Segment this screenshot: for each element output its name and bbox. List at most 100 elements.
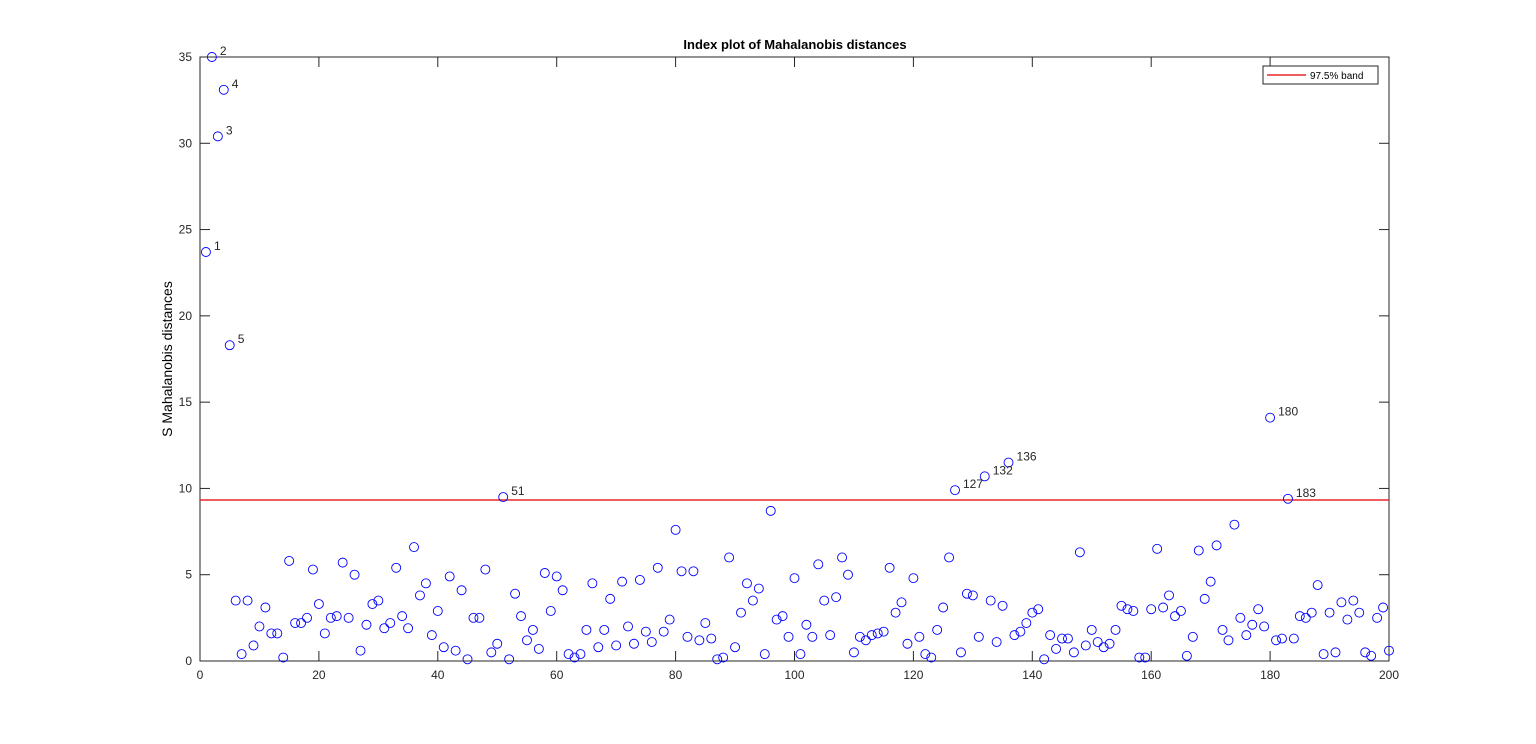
data-point [438, 642, 449, 653]
data-point [308, 564, 318, 575]
data-point [450, 645, 461, 656]
data-point [319, 628, 330, 639]
data-point [1116, 600, 1127, 611]
data-point [611, 640, 622, 651]
data-point [872, 628, 883, 639]
data-point [1140, 652, 1151, 663]
data-point [747, 595, 758, 606]
data-point [492, 638, 503, 649]
data-point [278, 652, 289, 663]
data-point [248, 640, 259, 651]
data-point [1098, 642, 1109, 653]
data-point [825, 630, 836, 641]
data-point [284, 555, 295, 566]
data-point [605, 593, 616, 604]
data-point [1277, 633, 1287, 644]
data-point [575, 649, 586, 660]
data-point [218, 84, 229, 95]
y-axis-label: S Mahalanobis distances [159, 281, 175, 437]
data-point [563, 649, 574, 660]
data-point [926, 652, 937, 663]
data-point [837, 552, 848, 563]
data-point [272, 628, 283, 639]
data-point [801, 619, 812, 630]
data-point [409, 542, 419, 553]
data-point [486, 647, 497, 658]
y-tick-label: 15 [179, 395, 193, 409]
data-point [664, 614, 675, 625]
data-point [533, 643, 544, 654]
data-point [956, 647, 966, 658]
data-point [444, 571, 455, 582]
data-point [854, 631, 865, 642]
data-point [849, 647, 859, 658]
data-point [587, 578, 598, 589]
data-point [510, 588, 521, 599]
x-tick-label: 100 [784, 668, 804, 682]
data-point [623, 621, 633, 632]
data-point [950, 485, 960, 496]
y-tick-label: 0 [185, 654, 192, 668]
data-point [670, 524, 681, 535]
data-point [902, 638, 913, 649]
legend-box [1262, 65, 1379, 85]
data-point [474, 612, 485, 623]
data-point [1336, 597, 1347, 608]
data-point [759, 649, 770, 660]
data-point [557, 585, 568, 596]
data-point [860, 635, 871, 646]
data-point [426, 630, 437, 641]
x-tick-label: 0 [197, 668, 204, 682]
data-point [516, 611, 526, 622]
data-point [379, 623, 390, 634]
data-point [1128, 606, 1139, 616]
data-point [629, 638, 639, 649]
data-point [795, 649, 806, 660]
data-point [1051, 643, 1062, 654]
data-point [539, 568, 550, 578]
point-label: 51 [511, 484, 525, 498]
data-point [938, 602, 949, 613]
data-point [884, 562, 895, 573]
point-label: 180 [1278, 405, 1298, 419]
data-point [1086, 624, 1097, 635]
data-point [462, 654, 473, 665]
data-point [302, 612, 312, 623]
data-point [1259, 621, 1270, 632]
data-point [480, 564, 491, 575]
x-tick-label: 60 [550, 668, 564, 682]
data-point [1033, 604, 1044, 615]
data-point [1253, 604, 1264, 615]
data-point [1229, 519, 1240, 530]
data-point [367, 599, 378, 610]
x-tick-label: 160 [1141, 668, 1161, 682]
data-point [1306, 607, 1317, 618]
data-point [617, 576, 628, 587]
data-point [1300, 612, 1311, 623]
data-point [230, 595, 241, 606]
data-point [646, 637, 657, 647]
data-point [1080, 640, 1091, 651]
data-point [361, 619, 372, 630]
data-point [1015, 626, 1026, 637]
data-point [777, 611, 788, 622]
data-point [890, 607, 901, 618]
data-point [1110, 624, 1121, 635]
data-point [724, 552, 735, 563]
data-point [741, 578, 752, 589]
data-point [1057, 633, 1067, 644]
data-point [1068, 647, 1079, 658]
data-point [1092, 637, 1103, 647]
x-tick-label: 140 [1022, 668, 1042, 682]
data-point [997, 600, 1008, 611]
data-point [545, 606, 556, 616]
data-point [403, 623, 414, 634]
data-point [1372, 612, 1383, 623]
data-point [1217, 624, 1228, 635]
y-tick-label: 5 [185, 568, 192, 582]
data-point [932, 624, 943, 635]
data-point [1146, 604, 1157, 615]
legend-label-band: 97.5% band [1310, 71, 1363, 82]
data-point [712, 654, 723, 665]
data-point [1324, 607, 1335, 618]
